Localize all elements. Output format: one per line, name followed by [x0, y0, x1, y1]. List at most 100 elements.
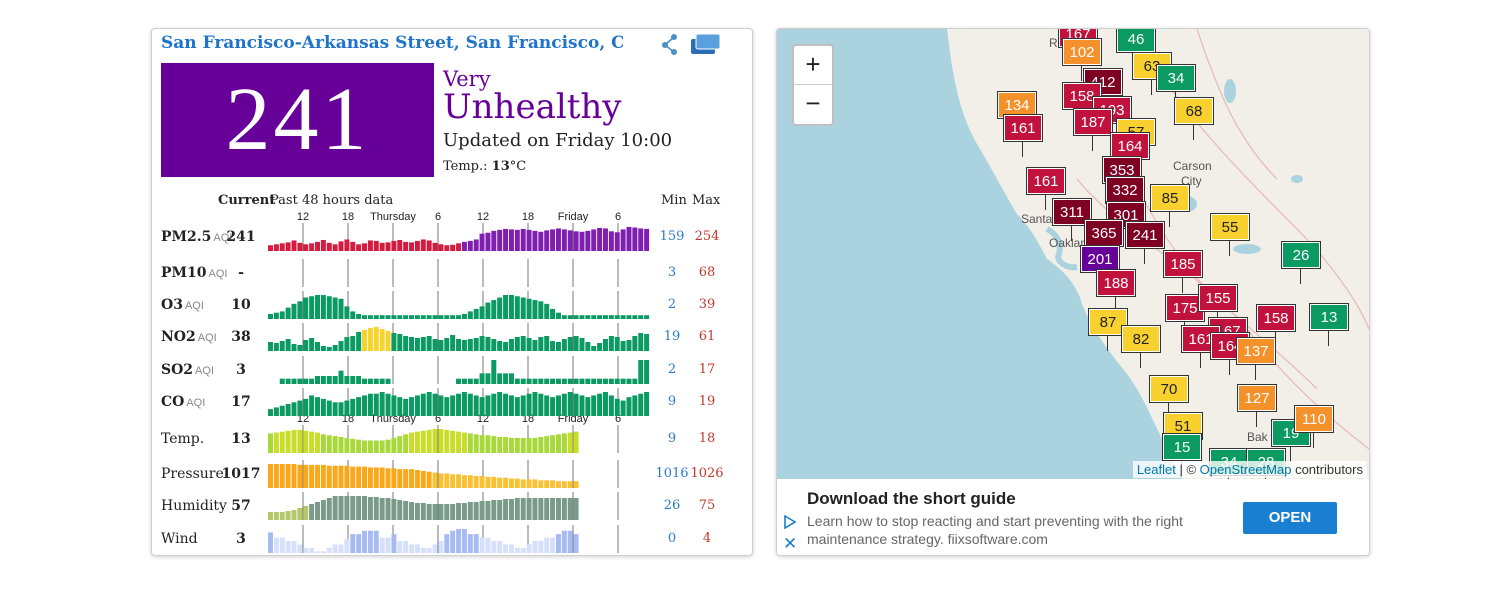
bar-wind: [273, 537, 279, 553]
bar-pm25: [426, 240, 432, 251]
chart-o3[interactable]: [268, 291, 650, 319]
marker-value: 110: [1295, 406, 1333, 432]
marker-pin: [1182, 277, 1183, 293]
bar-pressure: [279, 464, 285, 488]
bar-so2: [561, 378, 567, 384]
row-label-pm25[interactable]: PM2.5 AQI: [161, 229, 232, 245]
marker-pin: [1313, 432, 1314, 448]
osm-link[interactable]: OpenStreetMap: [1199, 462, 1292, 477]
bar-no2: [467, 339, 473, 351]
aqi-map[interactable]: Reno Carson City Santa Oakland Bak Sa 16…: [777, 29, 1369, 479]
attribution-tail: contributors: [1291, 462, 1363, 477]
marker-value: 175: [1166, 295, 1204, 321]
marker-value: 137: [1237, 338, 1275, 364]
map-attribution: Leaflet | © OpenStreetMap contributors: [1132, 461, 1367, 478]
past-48h-header: Past 48 hours data: [270, 193, 394, 208]
embed-widget-icon[interactable]: [690, 33, 722, 55]
adchoices-icon[interactable]: [783, 515, 797, 529]
marker-value: 201: [1081, 246, 1119, 272]
max-column-header: Max: [692, 193, 721, 208]
row-label-humidity[interactable]: Humidity: [161, 498, 227, 514]
bar-co: [350, 398, 356, 416]
bar-no2: [344, 337, 350, 351]
row-name: SO2: [161, 362, 194, 378]
bar-no2: [555, 342, 561, 351]
bar-pm25: [573, 231, 579, 251]
chart-so2[interactable]: [268, 356, 650, 384]
ad-close-icon[interactable]: ✕: [783, 534, 798, 553]
bar-pm25: [550, 229, 556, 251]
chart-pm10[interactable]: [268, 259, 650, 287]
bar-pressure: [555, 481, 561, 488]
bar-co: [268, 409, 273, 416]
bar-so2: [632, 378, 638, 384]
bar-o3: [373, 315, 379, 319]
bar-humidity: [467, 502, 473, 520]
chart-no2[interactable]: [268, 323, 650, 351]
ad-banner[interactable]: ✕ Download the short guide Learn how to …: [777, 479, 1369, 555]
bar-pm25: [397, 239, 403, 251]
leaflet-link[interactable]: Leaflet: [1136, 462, 1176, 477]
bar-humidity: [379, 498, 385, 520]
ad-title[interactable]: Download the short guide: [807, 489, 1016, 508]
bar-so2: [467, 378, 473, 384]
row-label-o3[interactable]: O3 AQI: [161, 297, 204, 313]
bar-humidity: [309, 504, 315, 520]
bar-o3: [309, 296, 315, 319]
row-label-so2[interactable]: SO2 AQI: [161, 362, 214, 378]
bar-pressure: [497, 477, 503, 488]
bar-humidity: [544, 498, 550, 520]
time-axis-weather: 12 18 Thursday 6 12 18 Friday 6: [268, 413, 658, 427]
bar-temp: [573, 431, 579, 453]
bar-no2: [397, 334, 403, 351]
bar-temp: [350, 438, 356, 453]
marker-value: 158: [1063, 83, 1101, 109]
chart-wind[interactable]: [268, 525, 650, 553]
share-icon[interactable]: [660, 33, 682, 55]
bar-wind: [438, 541, 444, 553]
bar-pressure: [332, 465, 338, 488]
station-name[interactable]: San Francisco-Arkansas Street, San Franc…: [161, 33, 623, 53]
ad-open-button[interactable]: OPEN: [1243, 502, 1337, 534]
bar-pressure: [291, 464, 297, 488]
row-label-temp[interactable]: Temp.: [161, 431, 204, 447]
row-label-pm10[interactable]: PM10 AQI: [161, 265, 227, 281]
row-label-wind[interactable]: Wind: [161, 531, 198, 547]
row-label-pressure[interactable]: Pressure: [161, 466, 224, 482]
ad-text: Learn how to stop reacting and start pre…: [807, 513, 1183, 547]
bar-humidity: [561, 498, 567, 520]
bar-pressure: [362, 466, 368, 488]
row-label-no2[interactable]: NO2 AQI: [161, 329, 217, 345]
chart-pm25[interactable]: [268, 223, 650, 251]
bar-o3: [315, 295, 320, 319]
bar-pm25: [514, 229, 520, 251]
bar-no2: [391, 333, 397, 351]
bar-no2: [544, 336, 550, 351]
chart-temp[interactable]: [268, 425, 650, 453]
bar-o3: [602, 315, 608, 319]
chart-co[interactable]: [268, 388, 650, 416]
bar-humidity: [538, 498, 544, 520]
bar-pm25: [626, 227, 632, 251]
bar-pressure: [414, 470, 420, 488]
time-tick: 12: [296, 413, 310, 425]
aqi-value: 241: [161, 63, 434, 177]
bar-pm25: [391, 240, 397, 251]
bar-o3: [285, 307, 291, 319]
bar-co: [344, 400, 350, 416]
chart-pressure[interactable]: [268, 460, 650, 488]
row-label-co[interactable]: CO AQI: [161, 394, 205, 410]
chart-humidity[interactable]: [268, 492, 650, 520]
bar-so2: [555, 378, 561, 384]
bar-co: [626, 397, 632, 416]
bar-no2: [456, 339, 462, 351]
row-name: Wind: [161, 531, 198, 547]
marker-pin: [1229, 240, 1230, 256]
bar-temp: [409, 432, 415, 453]
bar-humidity: [473, 502, 479, 520]
zoom-out-button[interactable]: −: [805, 88, 821, 118]
bar-pm25: [526, 229, 532, 251]
zoom-in-button[interactable]: +: [794, 46, 832, 85]
bar-so2: [338, 370, 344, 384]
bar-temp: [473, 434, 479, 453]
